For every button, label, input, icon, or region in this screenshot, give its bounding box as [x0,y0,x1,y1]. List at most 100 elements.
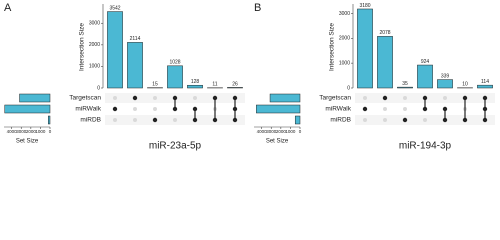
bar-value-label: 1028 [169,60,180,66]
bar-value-label: 35 [402,81,408,87]
bar-value-label: 10 [462,82,468,88]
matrix-empty-dot [153,107,157,111]
panel-label: A [4,2,12,14]
set-name: miRWalk [325,106,351,113]
set-size-tick-label: 0 [299,129,302,134]
y-tick-label: 3000 [89,21,100,27]
matrix-dot [442,106,448,112]
matrix-empty-dot [133,118,137,122]
y-tick-label: 0 [97,85,100,91]
set-name: miRDB [80,117,101,124]
matrix-dot [422,106,428,112]
intersection-bar [227,87,243,89]
y-tick-label: 2000 [339,36,350,42]
matrix-dot [462,117,468,123]
matrix-empty-dot [153,96,157,100]
panel-title: miR-194-3p [399,141,452,152]
y-tick-label: 3000 [339,11,350,17]
bar-value-label: 3180 [359,3,370,9]
set-name: miRWalk [75,106,101,113]
set-size-tick-label: 0 [49,129,52,134]
set-size-tick-label: 2000 [26,129,37,134]
bar-value-label: 339 [441,73,450,79]
matrix-dot [132,95,138,101]
matrix-empty-dot [363,118,367,122]
panel-label: B [254,2,261,14]
set-size-bar [269,93,301,103]
matrix-dot [382,95,388,101]
matrix-empty-dot [193,96,197,100]
matrix-dot [172,95,178,101]
matrix-dot [232,95,238,101]
y-axis-label: Intersection Size [79,23,86,71]
intersection-bar [357,8,373,89]
intersection-bar [167,65,183,89]
y-tick-label: 1000 [89,64,100,70]
y-tick-label: 0 [347,85,350,91]
matrix-empty-dot [403,107,407,111]
matrix-empty-dot [383,107,387,111]
matrix-dot [112,106,118,112]
set-size-axis-label: Set Size [266,139,289,145]
intersection-bar [127,42,143,89]
matrix-empty-dot [403,96,407,100]
matrix-dot [482,117,488,123]
y-axis-label: Intersection Size [329,23,336,71]
intersection-bar [477,84,493,89]
matrix-dot [482,95,488,101]
set-size-bar [19,93,51,103]
set-name: miRDB [330,117,351,124]
matrix-empty-dot [383,118,387,122]
matrix-dot [422,95,428,101]
set-name: Targetscan [69,95,101,102]
panel-title: miR-23a-5p [149,141,202,152]
matrix-dot [462,95,468,101]
matrix-dot [152,117,158,123]
matrix-empty-dot [423,118,427,122]
matrix-dot [362,106,368,112]
set-size-tick-label: 3000 [266,129,277,134]
bar-value-label: 924 [421,59,430,65]
matrix-empty-dot [113,118,117,122]
bar-value-label: 3542 [109,5,120,11]
set-size-tick-label: 4000 [257,129,268,134]
set-size-bar [294,115,301,125]
intersection-bar [107,11,123,89]
matrix-dot [192,106,198,112]
bar-value-label: 15 [152,82,158,88]
set-size-bar [256,104,301,114]
intersection-bar [417,64,433,89]
matrix-dot [212,95,218,101]
matrix-empty-dot [133,107,137,111]
y-tick-label: 1000 [339,60,350,66]
set-size-tick-label: 1000 [285,129,296,134]
set-size-bar [4,104,51,114]
set-name: Targetscan [319,95,351,102]
set-size-tick-label: 1000 [35,129,46,134]
matrix-empty-dot [363,96,367,100]
bar-value-label: 11 [212,82,217,88]
intersection-bar [397,86,413,89]
matrix-dot [232,117,238,123]
intersection-bar [437,79,453,89]
intersection-bar [187,84,203,89]
bar-value-label: 114 [481,79,489,85]
matrix-empty-dot [173,118,177,122]
matrix-dot [212,117,218,123]
bar-value-label: 2114 [130,36,141,42]
set-size-axis-label: Set Size [16,139,39,145]
matrix-dot [172,106,178,112]
matrix-dot [442,117,448,123]
set-size-tick-label: 2000 [276,129,287,134]
matrix-dot [482,106,488,112]
matrix-dot [192,117,198,123]
bar-value-label: 26 [232,81,238,87]
bar-value-label: 2078 [379,30,390,36]
matrix-empty-dot [113,96,117,100]
matrix-dot [402,117,408,123]
matrix-empty-dot [443,96,447,100]
y-tick-label: 2000 [89,42,100,48]
intersection-bar [377,36,393,89]
set-size-tick-label: 3000 [16,129,27,134]
